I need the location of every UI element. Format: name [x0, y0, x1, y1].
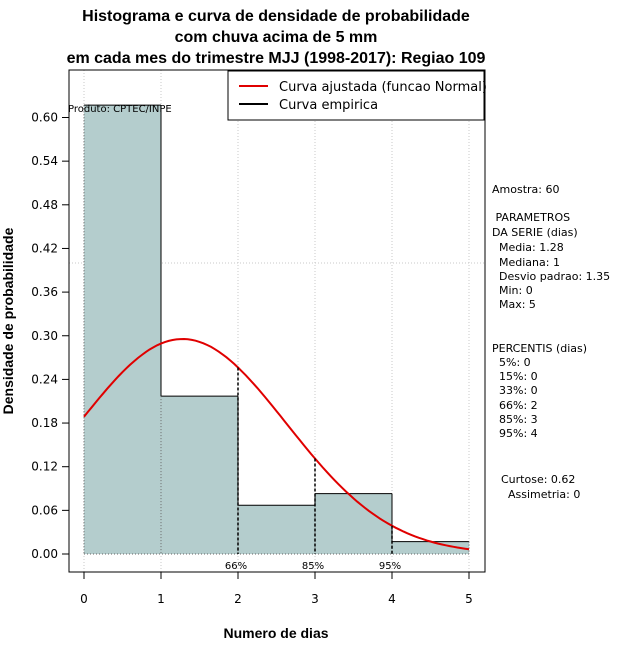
lines-layer: [83, 104, 470, 555]
y-tick-label: 0.30: [31, 329, 58, 343]
y-tick-label: 0.36: [31, 285, 58, 299]
legend-label-empirical: Curva empirica: [279, 98, 378, 113]
params-line: Max: 5: [492, 298, 536, 311]
chart-title-line-3: em cada mes do trimestre MJJ (1998-2017)…: [67, 50, 486, 67]
x-tick-label: 5: [465, 592, 473, 606]
histogram-bar: [315, 493, 392, 554]
x-tick-label: 1: [157, 592, 165, 606]
percentis-line: 95%: 4: [492, 427, 538, 440]
x-axis-title: Numero de dias: [223, 625, 328, 641]
histogram-bar: [84, 105, 161, 554]
curtose: Curtose: 0.62: [501, 473, 575, 486]
legend: Curva ajustada (funcao Normal) Curva emp…: [227, 70, 487, 121]
legend-label-fit: Curva ajustada (funcao Normal): [279, 80, 487, 95]
y-tick-label: 0.42: [31, 241, 58, 255]
bars-layer: [84, 105, 469, 554]
params-line: Min: 0: [492, 284, 533, 297]
assimetria: Assimetria: 0: [501, 488, 580, 501]
y-tick-label: 0.24: [31, 372, 58, 386]
params-line: Media: 1.28: [492, 241, 564, 254]
histogram-bar: [392, 541, 469, 554]
y-tick-label: 0.12: [31, 460, 58, 474]
params-line: PARAMETROS: [492, 211, 570, 224]
params-line: Desvio padrao: 1.35: [492, 270, 610, 283]
x-tick-label: 3: [311, 592, 319, 606]
sample-size: Amostra: 60: [492, 183, 559, 196]
params-line: Mediana: 1: [492, 256, 560, 269]
x-tick-label: 2: [234, 592, 242, 606]
y-axis-title: Densidade de probabilidade: [0, 227, 16, 414]
y-tick-label: 0.60: [31, 111, 58, 125]
percentile-label: 85%: [302, 561, 324, 572]
side-panel: Amostra: 60 PARAMETROS DA SERIE (dias) M…: [492, 183, 610, 501]
legend-box: [227, 70, 485, 121]
x-tick-label: 4: [388, 592, 396, 606]
chart-title-line-1: Histograma e curva de densidade de proba…: [82, 8, 470, 25]
normal-fit-curve: [83, 337, 470, 551]
params-line: DA SERIE (dias): [492, 226, 578, 239]
percentis-line: 85%: 3: [492, 413, 538, 426]
percentile-label: 66%: [225, 561, 247, 572]
y-tick-label: 0.48: [31, 198, 58, 212]
axes-layer: 66% 85% 95% 0.00 0.06 0.12 0.18 0.24 0.30 0.36 0.4…: [31, 111, 473, 607]
histogram-bar: [161, 396, 238, 554]
y-tick-label: 0.54: [31, 154, 58, 168]
y-tick-label: 0.06: [31, 503, 58, 517]
chart-title-line-2: com chuva acima de 5 mm: [175, 29, 378, 46]
x-tick-label: 0: [80, 592, 88, 606]
percentile-label: 95%: [379, 561, 401, 572]
percentis-line: 15%: 0: [492, 370, 538, 383]
producer-note: Produto: CPTEC/INPE: [68, 104, 172, 115]
percentis-line: 66%: 2: [492, 399, 538, 412]
percentis-line: PERCENTIS (dias): [492, 342, 587, 355]
histogram-bar: [238, 505, 315, 554]
percentis-line: 5%: 0: [492, 356, 531, 369]
percentis-line: 33%: 0: [492, 384, 538, 397]
y-tick-label: 0.18: [31, 416, 58, 430]
y-tick-label: 0.00: [31, 547, 58, 561]
